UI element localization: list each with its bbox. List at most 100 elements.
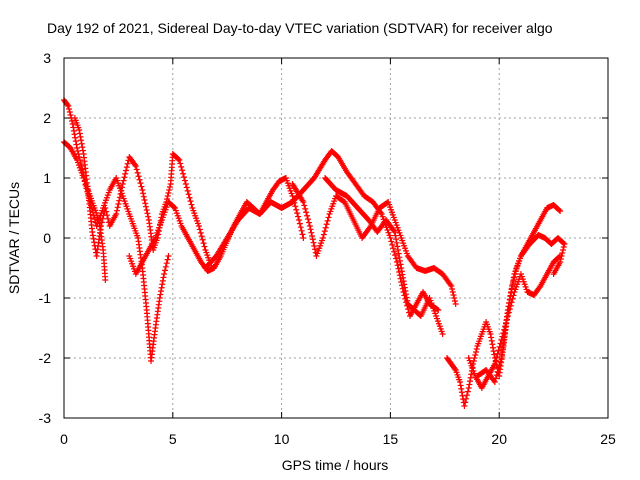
data-point-marker xyxy=(119,181,126,187)
data-point-marker xyxy=(392,232,399,239)
data-point-marker xyxy=(306,223,313,229)
data-point-marker xyxy=(157,288,164,295)
data-point-marker xyxy=(104,212,111,219)
data-point-marker xyxy=(390,245,397,252)
data-point-marker xyxy=(393,259,400,265)
data-point-marker xyxy=(122,170,129,177)
data-point-marker xyxy=(102,277,109,283)
data-point-marker xyxy=(458,389,465,396)
data-point-marker xyxy=(142,200,149,207)
data-point-marker xyxy=(387,235,394,241)
data-point-marker xyxy=(103,208,110,215)
data-point-marker xyxy=(506,296,513,303)
data-point-marker xyxy=(79,144,86,151)
data-point-marker xyxy=(560,244,567,250)
data-point-marker xyxy=(465,385,472,391)
data-point-marker xyxy=(199,236,206,243)
data-point-marker xyxy=(473,346,480,352)
series-group xyxy=(443,202,564,409)
series-group xyxy=(289,181,459,307)
data-point-marker xyxy=(467,374,474,381)
data-point-marker xyxy=(384,227,391,233)
data-point-marker xyxy=(497,358,504,365)
data-point-marker xyxy=(393,239,400,246)
data-point-marker xyxy=(186,194,193,201)
data-point-marker xyxy=(137,180,144,187)
data-point-marker xyxy=(463,395,470,402)
data-point-marker xyxy=(449,289,456,295)
data-point-marker xyxy=(161,271,168,277)
data-point-marker xyxy=(452,301,459,307)
data-point-marker xyxy=(508,289,515,295)
data-point-marker xyxy=(450,292,457,298)
data-point-marker xyxy=(292,203,299,210)
x-tick-labels: 0 5 10 15 20 25 xyxy=(60,431,616,447)
data-point-marker xyxy=(393,236,400,243)
x-tick-label: 0 xyxy=(60,431,68,447)
data-point-marker xyxy=(160,274,167,281)
data-point-marker xyxy=(322,224,329,231)
data-point-marker xyxy=(73,141,80,148)
data-point-marker xyxy=(124,160,131,167)
data-point-marker xyxy=(142,203,149,210)
data-point-marker xyxy=(496,343,503,350)
data-point-marker xyxy=(311,243,318,249)
data-point-marker xyxy=(489,344,496,351)
data-point-marker xyxy=(323,221,330,228)
data-point-marker xyxy=(488,334,495,341)
data-point-marker xyxy=(70,124,77,131)
data-point-marker xyxy=(394,243,401,250)
data-point-marker xyxy=(141,197,148,203)
data-point-marker xyxy=(113,207,120,214)
data-point-marker xyxy=(396,269,403,275)
data-point-marker xyxy=(114,204,121,211)
data-point-marker xyxy=(196,226,203,233)
data-point-marker xyxy=(462,399,469,406)
data-point-marker xyxy=(451,365,458,372)
data-point-marker xyxy=(472,349,479,355)
data-point-marker xyxy=(164,256,171,263)
data-point-marker xyxy=(76,130,83,137)
data-point-marker xyxy=(536,284,543,291)
data-point-marker xyxy=(104,215,111,222)
data-point-marker xyxy=(396,257,403,264)
data-point-marker xyxy=(197,229,204,236)
data-point-marker xyxy=(395,265,402,272)
data-point-marker xyxy=(181,177,188,184)
data-series xyxy=(61,97,568,409)
data-point-marker xyxy=(299,231,306,238)
y-tick-label: 2 xyxy=(43,110,51,126)
data-point-marker xyxy=(504,307,511,313)
data-point-marker xyxy=(508,285,515,292)
series-group xyxy=(61,139,172,364)
series-group xyxy=(202,148,442,319)
data-point-marker xyxy=(166,187,173,193)
data-point-marker xyxy=(449,286,456,292)
data-point-marker xyxy=(379,213,386,220)
data-point-marker xyxy=(507,292,514,299)
data-point-marker xyxy=(171,204,178,211)
data-point-marker xyxy=(74,148,81,154)
data-point-marker xyxy=(466,378,473,385)
data-point-marker xyxy=(185,191,192,198)
data-point-marker xyxy=(140,190,147,197)
data-point-marker xyxy=(309,236,316,243)
data-point-marker xyxy=(309,233,316,239)
data-point-marker xyxy=(383,224,390,231)
x-tick-label: 10 xyxy=(274,431,290,447)
data-point-marker xyxy=(187,198,194,205)
data-point-marker xyxy=(434,306,441,313)
series-group xyxy=(126,175,307,277)
series-group xyxy=(474,232,568,385)
data-point-marker xyxy=(491,361,498,367)
data-point-marker xyxy=(289,193,296,199)
data-point-marker xyxy=(65,103,72,109)
data-point-marker xyxy=(123,167,130,174)
data-point-marker xyxy=(558,253,565,259)
series-group xyxy=(71,115,215,271)
data-point-marker xyxy=(388,238,395,245)
data-point-marker xyxy=(121,174,128,181)
y-tick-label: -3 xyxy=(39,410,52,426)
data-point-marker xyxy=(392,252,399,259)
grid-lines xyxy=(64,58,608,418)
